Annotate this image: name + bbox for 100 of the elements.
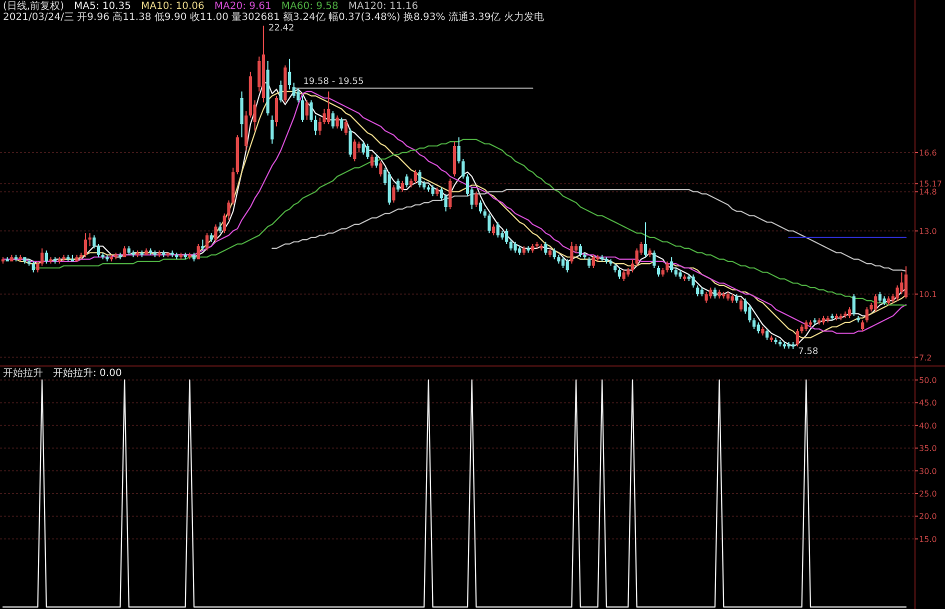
- candlestick: [588, 257, 591, 268]
- candlestick: [652, 250, 656, 268]
- chart-title: (日线,前复权): [3, 0, 64, 12]
- candlestick: [570, 242, 574, 264]
- candlestick: [410, 178, 413, 188]
- candlestick: [526, 246, 530, 253]
- candlestick: [388, 172, 391, 205]
- candlestick: [344, 120, 348, 136]
- candlestick: [648, 248, 652, 258]
- candlestick: [288, 58, 292, 90]
- annotation: 19.58 - 19.55: [303, 77, 364, 88]
- candlestick: [184, 252, 187, 260]
- candlestick: [735, 294, 738, 303]
- candlestick: [80, 252, 83, 260]
- candlestick: [379, 161, 382, 176]
- candlestick: [713, 288, 717, 298]
- candlestick: [462, 159, 465, 179]
- candlestick: [366, 144, 370, 160]
- candlestick: [58, 257, 61, 264]
- candlestick: [84, 233, 88, 258]
- candlestick: [88, 233, 92, 246]
- text: MA120: 11.16: [348, 1, 418, 12]
- candlestick: [600, 254, 604, 262]
- candlestick: [678, 270, 682, 279]
- text: MA10: 10.06: [141, 1, 204, 12]
- candlestick: [548, 248, 552, 258]
- candlestick: [162, 250, 166, 258]
- candlestick: [722, 292, 726, 298]
- candlestick: [614, 264, 617, 272]
- candlestick: [32, 261, 35, 272]
- annotation: 22.42: [268, 24, 294, 34]
- candlestick: [27, 259, 31, 266]
- candlestick: [704, 292, 708, 303]
- candlestick: [739, 298, 743, 312]
- candlestick: [839, 314, 842, 320]
- candlestick: [340, 118, 344, 131]
- chart-title: 开始拉升: [3, 367, 43, 379]
- candlestick: [54, 257, 57, 264]
- candlestick: [305, 100, 308, 120]
- candlestick: [44, 250, 48, 264]
- candlestick: [158, 250, 161, 258]
- candlestick: [262, 26, 266, 102]
- candlestick: [336, 115, 339, 129]
- candlestick: [782, 342, 786, 349]
- candlestick: [405, 174, 408, 188]
- candlestick: [236, 135, 239, 174]
- candlestick: [478, 200, 482, 214]
- candlestick: [830, 314, 834, 320]
- y-tick-label: 13.0: [919, 226, 937, 236]
- candlestick: [201, 240, 204, 251]
- candlestick: [661, 268, 664, 277]
- candlestick: [266, 61, 270, 116]
- candlestick: [818, 318, 821, 325]
- candlestick: [774, 338, 778, 344]
- candlestick: [540, 244, 543, 251]
- candlestick: [140, 250, 144, 258]
- candlestick: [96, 244, 100, 258]
- candlestick: [166, 252, 170, 258]
- candlestick: [75, 254, 78, 262]
- candlestick: [240, 92, 244, 138]
- candlestick: [761, 326, 764, 336]
- candlestick: [683, 274, 686, 282]
- candlestick: [626, 268, 630, 277]
- candlestick: [887, 296, 890, 305]
- candlestick: [179, 252, 183, 260]
- candlestick: [644, 222, 648, 258]
- y-tick-label: 16.6: [919, 148, 937, 157]
- y-tick-label: 25.0: [919, 489, 937, 498]
- candlestick: [348, 128, 352, 157]
- candlestick: [770, 336, 773, 342]
- candlestick: [726, 292, 730, 301]
- candlestick: [656, 266, 660, 277]
- candlestick: [392, 185, 396, 203]
- candlestick: [244, 111, 248, 150]
- candlestick: [800, 324, 804, 334]
- candlestick: [904, 266, 908, 298]
- candlestick: [666, 261, 669, 272]
- candlestick: [49, 257, 52, 264]
- candlestick: [36, 261, 40, 272]
- candlestick: [488, 214, 491, 234]
- y-tick-label: 40.0: [919, 420, 937, 430]
- candlestick: [696, 285, 700, 296]
- y-tick-label: 50.0: [919, 376, 937, 384]
- candlestick: [787, 342, 790, 349]
- candlestick: [153, 250, 157, 258]
- candlestick: [232, 168, 235, 205]
- candlestick: [670, 257, 674, 272]
- candlestick: [62, 254, 66, 262]
- candlestick: [14, 254, 18, 262]
- candlestick: [122, 246, 126, 258]
- line-series: [272, 188, 907, 272]
- candlestick: [10, 254, 14, 262]
- candlestick: [766, 328, 769, 340]
- candlestick: [557, 254, 560, 264]
- candlestick: [718, 290, 721, 298]
- candlestick: [310, 100, 313, 122]
- candlestick: [578, 244, 582, 258]
- candlestick: [300, 96, 304, 122]
- candlestick: [609, 259, 612, 266]
- candlestick: [492, 224, 496, 236]
